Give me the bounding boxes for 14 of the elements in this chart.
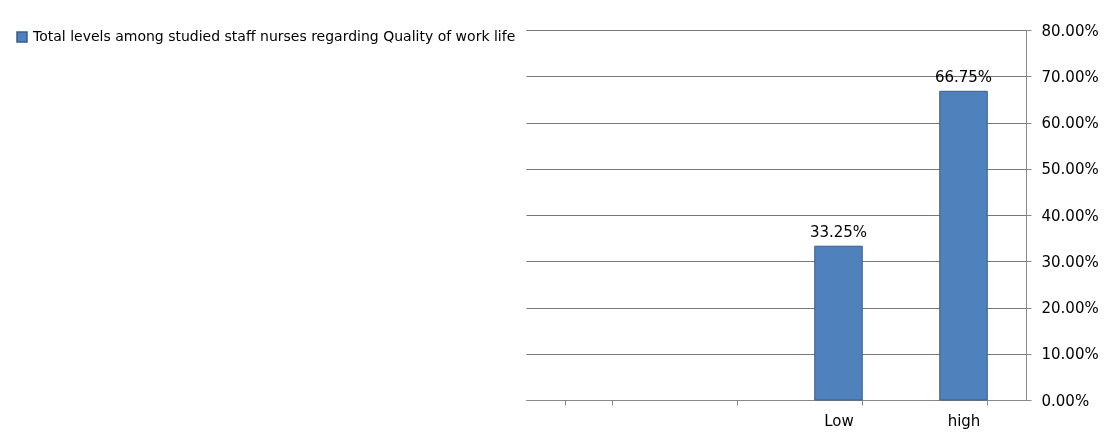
y-tick-label: 10.00% — [1041, 345, 1099, 364]
legend-label: Total levels among studied staff nurses regarding Quality of work life — [32, 28, 516, 44]
data-label: 33.25% — [809, 223, 868, 242]
y-tick-label: 60.00% — [1041, 114, 1099, 132]
x-tick-label: high — [947, 411, 981, 430]
y-tick-label: 0.00% — [1041, 391, 1090, 410]
x-tick-label: Low — [824, 411, 854, 430]
y-tick-label: 50.00% — [1041, 160, 1099, 179]
y-tick-label: 40.00% — [1041, 206, 1099, 225]
y-tick-label: 80.00% — [1041, 21, 1099, 40]
y-tick-label: 30.00% — [1041, 252, 1099, 271]
y-tick-label: 70.00% — [1041, 67, 1099, 86]
data-label: 66.75% — [934, 68, 993, 87]
y-tick-label: 20.00% — [1041, 299, 1099, 317]
